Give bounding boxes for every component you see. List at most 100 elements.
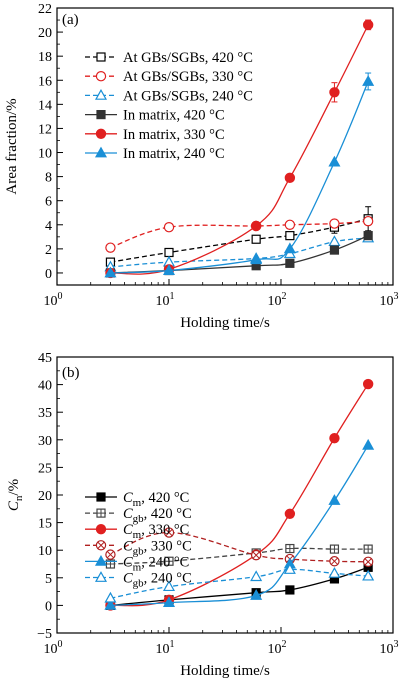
data-point [284, 172, 296, 184]
series-1 [105, 206, 373, 267]
data-point [251, 234, 261, 244]
legend-marker [94, 571, 108, 582]
y-tick-label: 14 [38, 98, 52, 113]
x-tick-label: 102 [268, 291, 287, 309]
panel-label: (a) [62, 12, 79, 28]
y-tick-label: 40 [38, 379, 52, 394]
legend-label: In matrix, 330 °C [123, 127, 225, 143]
legend-label: Cgb, 420 °C [123, 506, 192, 525]
series-4 [105, 231, 373, 278]
y-axis-label: Area fraction/% [4, 98, 20, 194]
data-point [164, 247, 174, 258]
panel-label: (b) [62, 365, 80, 381]
x-tick-label: 100 [44, 639, 63, 657]
legend-label: In matrix, 420 °C [123, 108, 225, 124]
data-point [329, 218, 340, 229]
data-point [328, 566, 341, 578]
legend-entry: Cgb, 420 °C [85, 506, 192, 525]
data-point [328, 235, 341, 247]
y-tick-label: 5 [45, 572, 52, 587]
legend-entry: Cm, 330 °C [85, 522, 189, 541]
data-point-d2 [165, 528, 173, 537]
series-4 [105, 527, 374, 567]
data-point [163, 221, 175, 233]
data-point [162, 580, 176, 592]
data-point [285, 258, 295, 268]
legend-label: At GBs/SGBs, 330 °C [123, 69, 253, 85]
data-point [250, 220, 262, 232]
data-point [284, 508, 296, 519]
y-tick-label: 8 [45, 171, 52, 186]
series-6 [104, 563, 375, 603]
legend-label: Cgb, 330 °C [123, 538, 192, 557]
x-tick-label: 103 [380, 639, 399, 657]
legend-entry: At GBs/SGBs, 240 °C [85, 88, 253, 104]
y-tick-label: 15 [38, 517, 52, 532]
data-point [362, 438, 375, 450]
chart-panel-1: 100 101 102 103 0 2 4 6 8 10 12 14 16 18 20 22 Holding t… [4, 2, 399, 331]
y-tick-label: −5 [37, 627, 52, 642]
legend-marker [95, 524, 107, 535]
y-tick-label: 0 [45, 599, 52, 614]
data-point [250, 570, 263, 582]
legend-label: In matrix, 240 °C [123, 146, 225, 162]
legend-entry: Cm, 420 °C [85, 490, 189, 509]
y-tick-label: 20 [38, 26, 52, 41]
legend-label: Cm, 240 °C [123, 554, 189, 573]
data-point [283, 242, 296, 254]
legend-entry: In matrix, 420 °C [85, 108, 225, 124]
legend-marker-d2 [97, 541, 105, 549]
data-point-d2 [364, 558, 372, 566]
y-tick-label: 2 [45, 243, 52, 258]
y-tick-label: 0 [45, 267, 52, 282]
data-point-d2 [330, 557, 338, 565]
y-tick-label: 45 [38, 351, 52, 366]
legend-marker [96, 109, 106, 120]
legend-marker [94, 146, 108, 158]
y-tick-label: 25 [38, 461, 52, 476]
series-5 [104, 438, 375, 610]
legend-marker [95, 70, 107, 82]
y-axis-label: Cn/% [6, 479, 25, 511]
legend-marker [95, 128, 107, 139]
legend-entry: At GBs/SGBs, 420 °C [85, 50, 253, 66]
data-point-d2 [252, 551, 260, 559]
data-point-d2 [106, 551, 114, 559]
y-tick-label: 35 [38, 406, 52, 421]
plot-frame [56, 356, 394, 634]
legend-marker [94, 88, 108, 100]
data-point [285, 585, 295, 595]
data-point [104, 591, 117, 603]
legend-label: Cm, 330 °C [123, 522, 189, 541]
legend-marker [94, 554, 108, 566]
data-point [362, 378, 374, 390]
data-point [162, 264, 176, 275]
legend-marker [96, 52, 106, 62]
data-point [362, 19, 374, 31]
y-tick-label: 18 [38, 50, 52, 65]
data-point [250, 589, 263, 600]
y-tick-label: 20 [38, 489, 52, 504]
legend: At GBs/SGBs, 420 °C At GBs/SGBs, 330 °C At… [85, 50, 253, 162]
legend-entry: Cgb, 330 °C [85, 538, 192, 557]
series-6 [104, 72, 375, 278]
chart-panel-2: 100 101 102 103 −5 0 5 10 15 20 25 30 35 40 45 Holding … [6, 351, 399, 679]
data-point [329, 245, 340, 255]
x-tick-label: 103 [380, 291, 399, 309]
y-tick-label: 10 [38, 544, 52, 559]
y-tick-label: 22 [38, 2, 52, 17]
x-tick-label: 101 [156, 291, 175, 309]
data-point [283, 563, 296, 574]
data-point [250, 253, 263, 265]
y-tick-label: 30 [38, 434, 52, 449]
data-point [104, 266, 117, 278]
legend-entry: At GBs/SGBs, 330 °C [85, 69, 253, 85]
x-axis-label: Holding time/s [180, 663, 270, 679]
legend-entry: Cgb, 240 °C [85, 571, 192, 590]
legend-entry: In matrix, 330 °C [85, 127, 225, 143]
data-point [329, 432, 340, 444]
x-axis-label: Holding time/s [180, 315, 270, 331]
data-point [284, 219, 296, 230]
